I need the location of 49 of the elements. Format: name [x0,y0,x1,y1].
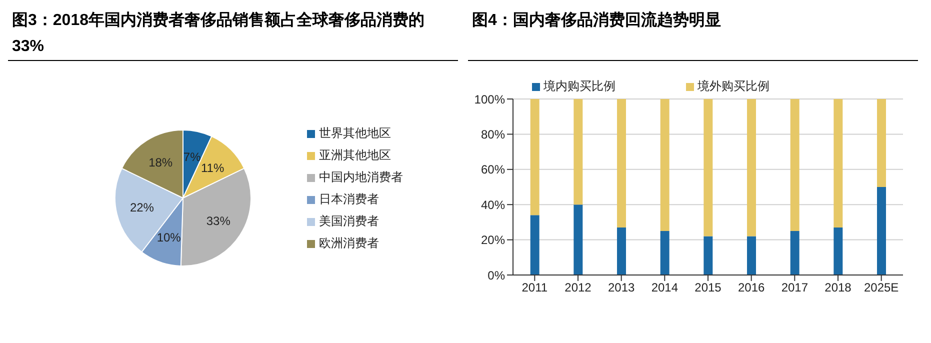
bar [660,231,670,275]
y-tick-label: 40% [480,198,506,212]
bar [790,99,800,231]
data-label: 33% [206,214,231,228]
legend-label: 中国内地消费者 [319,170,403,184]
bar [617,227,626,275]
data-label: 11% [201,160,224,175]
x-tick-label: 2014 [651,280,678,295]
y-tick-label: 80% [480,127,506,142]
x-tick-label: 2016 [738,280,766,295]
bar [747,236,756,275]
x-tick-label: 2012 [564,280,592,295]
x-tick-label: 2017 [781,280,808,295]
chart-title: 图4：国内奢侈品消费回流趋势明显 [468,8,918,61]
bar [530,99,540,216]
bar [574,204,583,275]
data-label: 7% [183,150,202,164]
bar [790,231,800,275]
bar [617,99,626,228]
y-tick-label: 60% [480,162,506,177]
chart-title: 图3：2018年国内消费者奢侈品销售额占全球奢侈品消费的33% [8,8,458,61]
legend-label: 境内购买比例 [544,79,616,93]
data-label: 10% [156,230,182,245]
bar [530,215,540,275]
legend-label: 日本消费者 [319,192,379,206]
legend-label: 欧洲消费者 [319,236,379,250]
y-tick-label: 100% [474,92,506,106]
y-tick-label: 20% [480,233,506,248]
bar [704,236,713,275]
x-tick-label: 2011 [522,280,548,295]
x-tick-label: 2013 [608,280,636,295]
bar [877,99,886,187]
data-label: 22% [130,200,154,215]
bar [834,99,843,228]
legend-label: 世界其他地区 [319,126,391,140]
legend-label: 境外购买比例 [698,79,770,93]
data-label: 18% [148,155,173,170]
bar [834,227,843,275]
legend-label: 亚洲其他地区 [319,148,391,162]
x-tick-label: 2018 [824,280,852,295]
bar [747,99,756,236]
bar [877,187,886,275]
x-tick-label: 2025E [864,280,899,295]
bar [574,99,583,205]
bar [660,99,670,231]
x-tick-label: 2015 [694,280,722,295]
bar [704,99,713,236]
legend-label: 美国消费者 [319,214,379,228]
y-tick-label: 0% [488,268,506,282]
